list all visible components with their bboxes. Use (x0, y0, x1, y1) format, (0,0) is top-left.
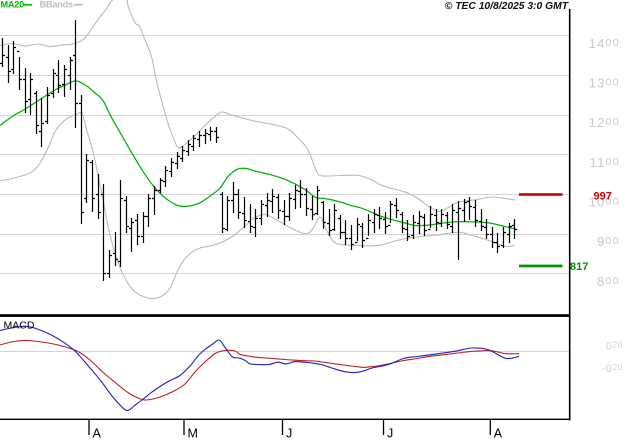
svg-text:817: 817 (570, 261, 588, 273)
svg-text:900: 900 (597, 234, 620, 249)
svg-text:M: M (188, 427, 198, 440)
svg-text:A: A (93, 427, 102, 440)
svg-text:© TEC 10/8/2025 3:0 GMT: © TEC 10/8/2025 3:0 GMT (445, 1, 570, 12)
svg-text:MACD: MACD (4, 320, 35, 332)
svg-text:BBands: BBands (40, 0, 73, 10)
svg-text:1200: 1200 (589, 115, 620, 130)
svg-text:A: A (494, 427, 503, 440)
svg-text:MA20: MA20 (1, 0, 25, 10)
svg-text:997: 997 (594, 191, 612, 203)
svg-text:1000: 1000 (589, 195, 620, 210)
svg-text:800: 800 (597, 274, 620, 289)
svg-text:1100: 1100 (590, 155, 620, 170)
svg-text:1400: 1400 (589, 36, 620, 51)
svg-text:-020: -020 (602, 362, 623, 375)
svg-text:J: J (387, 427, 393, 440)
svg-text:020: 020 (606, 340, 623, 353)
svg-text:1300: 1300 (589, 76, 620, 91)
svg-text:J: J (286, 427, 292, 440)
